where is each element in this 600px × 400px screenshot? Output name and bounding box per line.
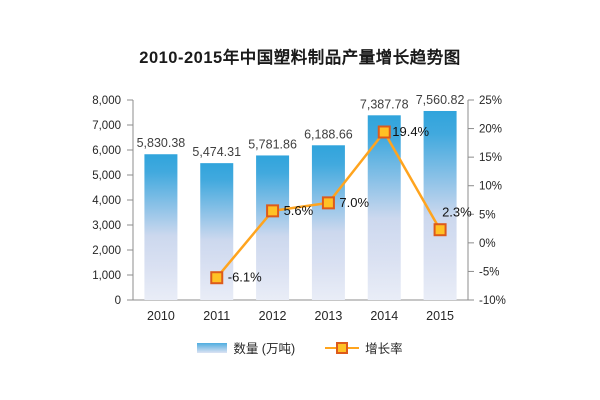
line-marker-2012 <box>266 204 280 218</box>
left-axis-tick-label: 7,000 <box>92 120 121 132</box>
right-axis-tick-label: 0% <box>479 238 496 250</box>
x-axis-category-label: 2012 <box>259 309 287 323</box>
left-axis-tick-label: 3,000 <box>92 220 121 232</box>
legend-label-growth-rate: 增长率 <box>365 342 403 356</box>
bar-value-label: 5,781.86 <box>248 137 297 151</box>
chart-title: 2010-2015年中国塑料制品产量增长趋势图 <box>139 49 461 67</box>
left-axis-tick-label: 4,000 <box>92 195 121 207</box>
right-axis-tick-label: 25% <box>479 95 502 107</box>
line-value-label: 19.4% <box>392 124 429 139</box>
line-series-swatch-icon <box>325 341 360 354</box>
left-axis-tick-label: 5,000 <box>92 170 121 182</box>
bar-value-label: 5,474.31 <box>192 145 241 159</box>
right-axis-tick-label: -10% <box>479 295 506 307</box>
bar-value-label: 7,387.78 <box>360 97 409 111</box>
data-labels: 5,830.38 5,474.31 5,781.86 6,188.66 7,387.78… <box>137 93 473 285</box>
bar-2014 <box>367 115 401 300</box>
line-series <box>210 125 447 285</box>
left-axis-tick-label: 8,000 <box>92 95 121 107</box>
line-value-label: 5.6% <box>284 203 314 218</box>
line-marker-2011 <box>210 271 224 285</box>
legend: 数量 (万吨) 增长率 <box>0 338 600 357</box>
left-axis-tick-label: 2,000 <box>92 245 121 257</box>
legend-item-quantity: 数量 (万吨) <box>197 338 295 357</box>
x-axis-category-label: 2014 <box>370 309 398 323</box>
line-value-label: 2.3% <box>442 205 472 220</box>
right-axis-tick-label: 10% <box>479 181 502 193</box>
bar-value-label: 5,830.38 <box>137 136 186 150</box>
bar-2012 <box>256 155 290 300</box>
x-axis-category-label: 2013 <box>315 309 343 323</box>
legend-label-quantity: 数量 (万吨) <box>233 342 296 356</box>
right-axis-tick-label: -5% <box>479 266 499 278</box>
bar-2015 <box>423 110 457 301</box>
bar-2013 <box>311 145 345 300</box>
bar-series-swatch-icon <box>197 342 228 353</box>
left-axis-tick-label: 1,000 <box>92 270 121 282</box>
x-axis-category-label: 2010 <box>147 309 175 323</box>
bar-value-label: 6,188.66 <box>304 127 353 141</box>
line-marker-2014 <box>377 125 391 139</box>
bar-value-label: 7,560.82 <box>416 93 465 107</box>
left-axis-tick-label: 6,000 <box>92 145 121 157</box>
line-marker-2015 <box>433 223 447 237</box>
line-marker-2013 <box>321 196 335 210</box>
right-axis-tick-label: 15% <box>479 152 502 164</box>
bar-series <box>144 110 457 301</box>
x-axis-category-label: 2011 <box>203 309 230 323</box>
line-value-label: -6.1% <box>228 270 262 285</box>
axes: 0 1,000 2,000 3,000 4,000 5,000 6,000 7,000 8,00… <box>92 95 506 323</box>
x-axis-category-label: 2015 <box>426 309 454 323</box>
right-axis-tick-label: 20% <box>479 124 502 136</box>
bar-2010 <box>144 154 178 300</box>
left-axis-tick-label: 0 <box>115 295 121 307</box>
legend-item-growth-rate: 增长率 <box>325 338 403 357</box>
right-axis-tick-label: 5% <box>479 209 496 221</box>
line-value-label: 7.0% <box>339 195 369 210</box>
